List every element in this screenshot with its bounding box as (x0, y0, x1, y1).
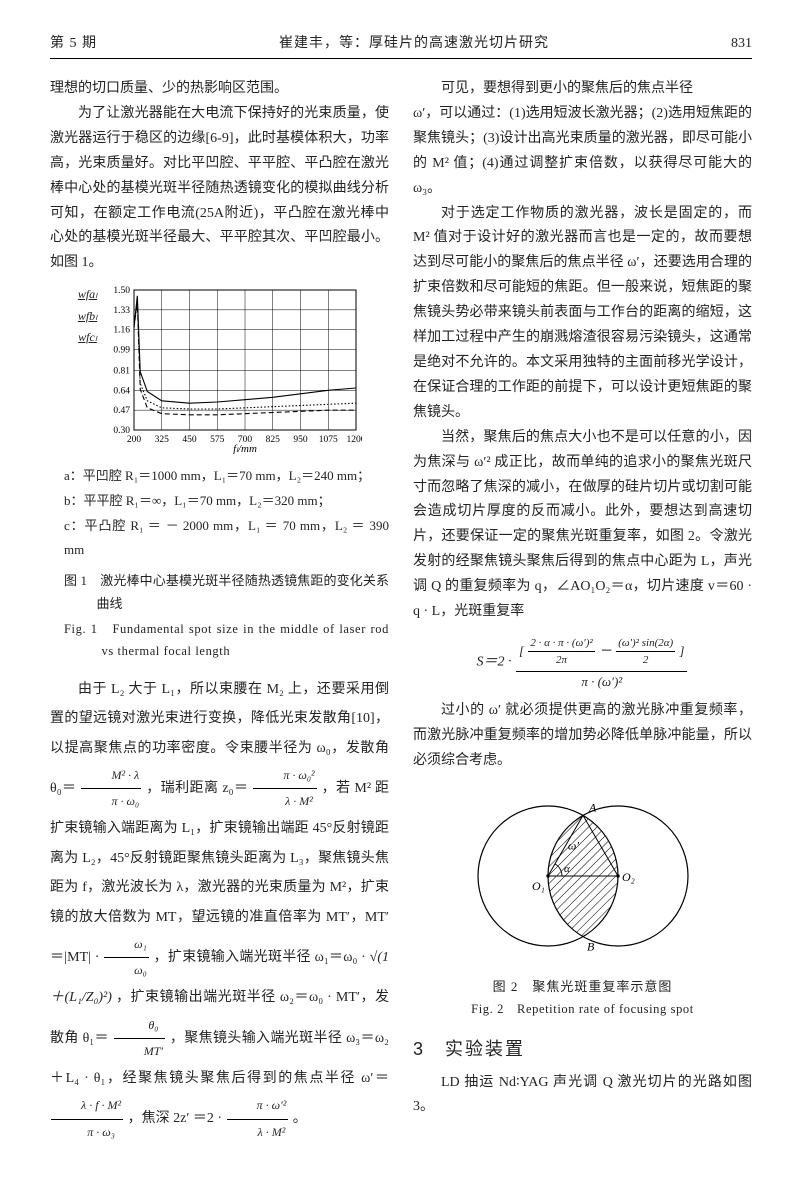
p2-c2: ，扩束镜输入端光斑半径 ω₁＝ω₀ · (154, 950, 366, 965)
frac-theta1: θ₀MT′ (114, 1013, 165, 1064)
frac-omega-prime: λ · f · M²π · ω₃ (51, 1093, 123, 1144)
svg-text:0.47: 0.47 (114, 406, 131, 416)
p2-g: 。 (293, 1111, 307, 1126)
svg-text:575: 575 (210, 435, 225, 445)
caption-a: a：平凹腔 R₁＝1000 mm，L₁＝70 mm，L₂＝240 mm； (64, 464, 389, 489)
frac-2zprime: π · ω′²λ · M² (227, 1093, 289, 1144)
header-issue: 第 5 期 (50, 32, 97, 52)
svg-text:0.81: 0.81 (114, 367, 131, 377)
col1-tail: 可见，要想得到更小的聚焦后的焦点半径 (413, 77, 752, 102)
section-3-title: 3 实验装置 (413, 1033, 752, 1065)
svg-text:O₂: O₂ (622, 870, 635, 884)
header-title: 崔建丰，等：厚硅片的高速激光切片研究 (97, 32, 731, 52)
formula-prefix: S＝2 · (477, 654, 516, 669)
col2-p4: 过小的 ω′ 就必须提供更高的激光脉冲重复频率，而激光脉冲重复频率的增加势必降低… (413, 699, 752, 774)
svg-text:1200: 1200 (347, 435, 363, 445)
frac-theta0: M² · λπ · ω₀ (81, 763, 141, 814)
body-columns: 理想的切口质量、少的热影响区范围。 为了让激光器能在大电流下保持好的光束质量，使… (50, 77, 752, 1145)
paragraph-1: 为了让激光器能在大电流下保持好的光束质量，使激光器运行于稳区的边缘[6-9]，此… (50, 102, 389, 276)
p2-f: ，焦深 2z′ ＝2 · (128, 1111, 222, 1126)
figure-2-block: A B O₁ O₂ ω′ α (413, 784, 752, 969)
figure-1-block: wfaₗ wfbₗ wfcₗ 2003254505757008259501075… (50, 284, 389, 663)
svg-text:fₗ/mm: fₗ/mm (233, 443, 257, 454)
header-page-number: 831 (731, 36, 752, 52)
frac-z0: π · ω₀²λ · M² (253, 763, 316, 814)
svg-text:1.16: 1.16 (114, 326, 131, 336)
svg-text:B: B (587, 940, 595, 954)
svg-text:A: A (588, 801, 597, 815)
col2-p3: 当然，聚焦后的焦点大小也不是可以任意的小，因为焦深与 ω′² 成正比，故而单纯的… (413, 426, 752, 625)
svg-text:1075: 1075 (319, 435, 338, 445)
svg-text:950: 950 (294, 435, 309, 445)
paragraph-2: 由于 L₂ 大于 L₁，所以束腰在 M₂ 上，还要采用倒置的望远镜对激光束进行变… (50, 675, 389, 1145)
frac-mt: ω₁ω₀ (104, 932, 149, 983)
svg-text:325: 325 (155, 435, 170, 445)
svg-text:200: 200 (127, 435, 142, 445)
ylabel-wfb: wfbₗ (77, 306, 98, 327)
col2-p1: ω′，可以通过：(1)选用短波长激光器；(2)选用短焦距的聚焦镜头；(3)设计出… (413, 102, 752, 202)
col2-p2: 对于选定工作物质的激光器，波长是固定的，而 M² 值对于设计好的激光器而言也是一… (413, 202, 752, 426)
svg-text:α: α (564, 863, 570, 875)
spot-size-chart: 200325450575700825950107512000.300.470.6… (102, 284, 362, 454)
fig2-caption-cn: 图 2 聚焦光斑重复率示意图 (413, 975, 752, 998)
fig2-caption-en: Fig. 2 Repetition rate of focusing spot (413, 998, 752, 1020)
caption-c: c：平凸腔 R₁ ＝ － 2000 mm，L₁ ＝ 70 mm，L₂ ＝ 390… (64, 514, 389, 563)
formula-S: S＝2 · [ 2 · α · π · (ω′)²2π － (ω′)² sin(… (413, 633, 752, 692)
caption-b: b：平平腔 R₁＝∞，L₁＝70 mm，L₂＝320 mm； (64, 489, 389, 514)
svg-text:825: 825 (266, 435, 281, 445)
svg-text:0.30: 0.30 (114, 426, 131, 436)
svg-text:450: 450 (183, 435, 198, 445)
formula-denominator: π · (ω′)² (516, 672, 687, 692)
overlap-circles-diagram: A B O₁ O₂ ω′ α (453, 784, 713, 969)
svg-text:0.64: 0.64 (114, 387, 131, 397)
fig1-caption-cn: 图 1 激光棒中心基模光斑半径随热透镜焦距的变化关系曲线 (64, 569, 389, 616)
svg-text:ω′: ω′ (567, 839, 578, 853)
fig1-caption-en: Fig. 1 Fundamental spot size in the midd… (64, 618, 389, 663)
svg-text:0.99: 0.99 (114, 346, 131, 356)
svg-text:1.33: 1.33 (114, 306, 131, 316)
chart-ylabel: wfaₗ wfbₗ wfcₗ (77, 284, 98, 454)
formula-numerator: [ 2 · α · π · (ω′)²2π － (ω′)² sin(2α)2 ] (516, 633, 687, 672)
fig1-param-list: a：平凹腔 R₁＝1000 mm，L₁＝70 mm，L₂＝240 mm； b：平… (64, 464, 389, 563)
page-header: 第 5 期 崔建丰，等：厚硅片的高速激光切片研究 831 (50, 32, 752, 59)
svg-text:O₁: O₁ (532, 879, 545, 893)
lead-text: 理想的切口质量、少的热影响区范围。 (50, 77, 389, 102)
ylabel-wfa: wfaₗ (77, 284, 98, 305)
col2-p5: LD 抽运 Nd∶YAG 声光调 Q 激光切片的光路如图 3。 (413, 1071, 752, 1121)
ylabel-wfc: wfcₗ (77, 327, 98, 348)
p2-b: ，瑞利距离 z₀＝ (146, 781, 248, 796)
svg-text:1.50: 1.50 (114, 286, 131, 296)
